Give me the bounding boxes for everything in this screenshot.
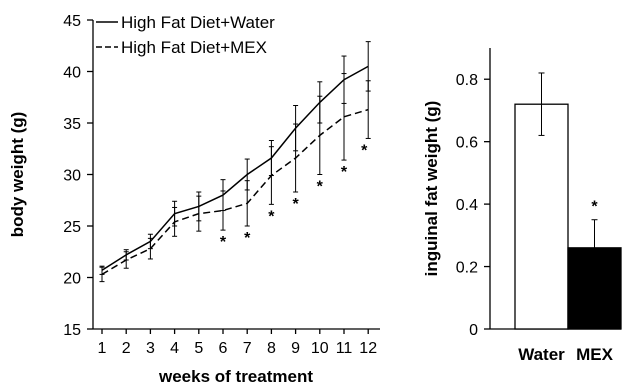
x-tick-label: 4 <box>170 340 179 357</box>
y-tick-label: 40 <box>63 65 81 82</box>
x-tick-label: 12 <box>359 340 377 357</box>
y-tick-label: 20 <box>63 271 81 288</box>
x-tick-label: 5 <box>194 340 203 357</box>
x-tick-label: 8 <box>267 340 276 357</box>
y-tick-label: 0.8 <box>456 72 478 89</box>
x-axis-title: weeks of treatment <box>158 367 313 386</box>
significance-marker: * <box>361 142 368 159</box>
significance-marker: * <box>591 199 598 216</box>
x-category-label: Water <box>518 345 565 364</box>
significance-marker: * <box>341 164 348 181</box>
y-axis-title: inguinal fat weight (g) <box>422 101 441 277</box>
y-axis-title: body weight (g) <box>8 112 27 238</box>
series-line-2 <box>101 108 369 276</box>
bar-water <box>514 103 569 330</box>
y-tick-label: 45 <box>63 13 81 30</box>
y-tick-label: 0.2 <box>456 260 478 277</box>
y-tick-label: 30 <box>63 168 81 185</box>
x-tick-label: 1 <box>98 340 107 357</box>
y-tick-label: 15 <box>63 322 81 339</box>
significance-marker: * <box>317 179 324 196</box>
x-tick-label: 9 <box>291 340 300 357</box>
y-tick-label: 25 <box>63 219 81 236</box>
y-tick-label: 0 <box>469 322 478 339</box>
x-tick-label: 10 <box>311 340 329 357</box>
y-tick-label: 35 <box>63 116 81 133</box>
fat-weight-bar-chart: 0 0.2 0.4 0.6 0.8 inguinal fat weight (g) Wate… <box>422 48 622 364</box>
y-tick-label: 0.4 <box>456 197 478 214</box>
x-tick-label: 3 <box>146 340 155 357</box>
significance-marker: * <box>244 230 251 247</box>
x-category-label: MEX <box>576 345 614 364</box>
legend-label-2: High Fat Diet+MEX <box>121 38 267 57</box>
legend-label-1: High Fat Diet+Water <box>121 13 275 32</box>
x-tick-label: 11 <box>336 340 353 357</box>
significance-marker: * <box>292 196 299 213</box>
x-tick-label: 6 <box>219 340 228 357</box>
series-line-1 <box>101 65 369 271</box>
x-tick-label: 2 <box>122 340 131 357</box>
significance-marker: * <box>220 234 227 251</box>
y-tick-label: 0.6 <box>456 135 478 152</box>
x-tick-label: 7 <box>243 340 252 357</box>
significance-marker: * <box>268 208 275 225</box>
